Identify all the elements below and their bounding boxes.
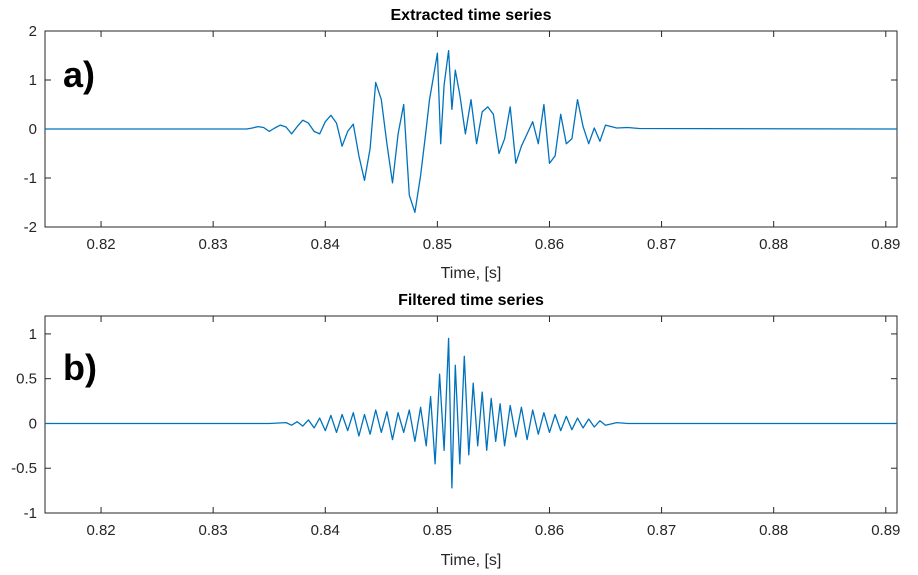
panel-a-y-tick-label: 0 (29, 121, 37, 138)
panel-a-y-ticks: -2 -1 0 1 2 (24, 23, 897, 236)
panel-b-y-tick-label: 1 (29, 326, 37, 343)
panel-b-x-tick-label: 0.88 (759, 522, 788, 539)
panel-a-x-tick-label: 0.82 (86, 236, 115, 253)
panel-b-x-tick-label: 0.86 (535, 522, 564, 539)
panel-a-y-tick-label: -1 (24, 170, 37, 187)
panel-a-series-line (45, 49, 898, 213)
panel-a-x-tick-label: 0.83 (199, 236, 228, 253)
panel-b-x-tick-label: 0.87 (647, 522, 676, 539)
panel-a-x-tick-label: 0.85 (423, 236, 452, 253)
panel-b-x-tick-label: 0.83 (199, 522, 228, 539)
panel-b-series-line (45, 337, 897, 489)
panel-a-y-tick-label: 2 (29, 23, 37, 40)
panel-b-y-tick-label: -0.5 (11, 460, 37, 477)
panel-a: Extracted time series 0.82 0.83 0.84 0.85 0.… (24, 7, 901, 282)
panel-b-x-axis-label: Time, [s] (441, 552, 502, 569)
panel-a-x-tick-label: 0.88 (759, 236, 788, 253)
panel-a-x-axis-label: Time, [s] (441, 265, 502, 282)
panel-b: Filtered time series 0.82 0.83 0.84 0.85 0.8… (11, 292, 900, 569)
panel-b-y-tick-label: 0.5 (16, 371, 37, 388)
panel-a-x-tick-label: 0.87 (647, 236, 676, 253)
panel-a-x-tick-label: 0.84 (311, 236, 340, 253)
panel-b-y-tick-label: -1 (24, 505, 37, 522)
panel-b-x-tick-label: 0.85 (423, 522, 452, 539)
panel-b-x-ticks: 0.82 0.83 0.84 0.85 0.86 0.87 0.88 0.89 (86, 316, 900, 539)
panel-b-label: b) (63, 347, 97, 388)
panel-a-label: a) (63, 54, 95, 95)
panel-b-x-tick-label: 0.89 (871, 522, 900, 539)
panel-a-x-tick-label: 0.89 (871, 236, 900, 253)
panel-b-x-tick-label: 0.84 (311, 522, 340, 539)
panel-b-title: Filtered time series (398, 292, 544, 309)
panel-a-title: Extracted time series (391, 7, 552, 24)
panel-b-y-tick-label: 0 (29, 415, 37, 432)
panel-a-x-tick-label: 0.86 (535, 236, 564, 253)
panel-a-x-ticks: 0.82 0.83 0.84 0.85 0.86 0.87 0.88 0.89 (86, 31, 900, 253)
panel-a-y-tick-label: -2 (24, 219, 37, 236)
panel-b-x-tick-label: 0.82 (86, 522, 115, 539)
panel-a-y-tick-label: 1 (29, 72, 37, 89)
panel-b-y-ticks: -1 -0.5 0 0.5 1 (11, 326, 897, 522)
